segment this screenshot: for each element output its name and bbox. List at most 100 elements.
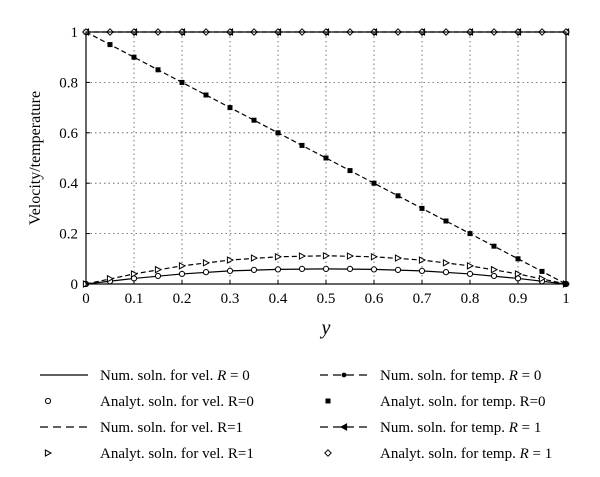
legend-label: Num. soln. for vel. R = 0 <box>100 368 250 384</box>
data-point <box>538 274 547 283</box>
legend-label: Num. soln. for temp. R = 0 <box>380 368 541 384</box>
data-point <box>346 265 354 272</box>
data-point <box>250 254 259 262</box>
x-tick-label: 1 <box>562 291 570 307</box>
legend-label: Num. soln. for vel. R=1 <box>100 420 243 436</box>
data-point <box>418 256 427 264</box>
legend-entry: Num. soln. for temp. R = 0 <box>320 368 541 384</box>
series-3 <box>82 251 571 288</box>
data-point <box>491 243 497 249</box>
data-point <box>490 272 498 280</box>
ticks: 0 0.1 0.2 0.3 0.4 0.5 0.6 0.7 0.8 0.9 1 0 0.2 0.4 0.6 0… <box>59 25 570 307</box>
data-point <box>131 54 137 60</box>
data-point <box>107 42 113 48</box>
x-axis-label: y <box>320 317 331 339</box>
legend-label-text: Analyt. soln. for temp. R=0 <box>380 394 546 410</box>
legend-entry: Analyt. soln. for vel. R=0 <box>44 394 254 410</box>
data-point <box>347 168 353 174</box>
series-5 <box>83 29 569 287</box>
data-point <box>178 270 186 278</box>
y-axis-label: Velocity/temperature <box>27 91 44 225</box>
data-point <box>539 268 545 274</box>
legend-entry: Num. soln. for vel. R = 0 <box>40 368 250 384</box>
data-point <box>395 193 401 199</box>
data-point <box>155 67 161 73</box>
data-point <box>370 266 378 273</box>
legend-label-text: Num. soln. for vel. R=1 <box>100 420 243 436</box>
data-point <box>514 270 523 278</box>
data-point <box>274 252 283 261</box>
x-tick-label: 0.2 <box>173 291 192 307</box>
legend-label-text: Num. soln. for temp. <box>380 368 509 384</box>
data-point <box>179 79 185 85</box>
x-tick-label: 0.4 <box>269 291 288 307</box>
data-point <box>466 262 475 270</box>
data-point <box>467 231 473 237</box>
data-point <box>299 142 305 148</box>
data-point <box>419 205 425 211</box>
data-point <box>418 267 426 274</box>
y-tick-label: 0.4 <box>59 176 78 192</box>
data-point <box>226 267 234 274</box>
data-point <box>442 258 451 267</box>
legend: Num. soln. for vel. R = 0 Num. soln. for … <box>40 368 552 462</box>
series-line <box>85 31 567 285</box>
y-tick-label: 1 <box>71 25 79 41</box>
data-point <box>274 266 282 273</box>
legend-entry: Num. soln. for vel. R=1 <box>40 420 243 436</box>
data-point <box>154 272 162 280</box>
data-point <box>442 269 450 276</box>
y-tick-label: 0 <box>71 277 79 293</box>
data-point <box>251 117 257 123</box>
x-tick-label: 0.7 <box>413 291 432 307</box>
x-tick-label: 0.5 <box>317 291 336 307</box>
data-point <box>322 265 330 272</box>
legend-label-suffix: = 0 <box>226 368 249 384</box>
data-point <box>346 252 355 260</box>
legend-label-italic: R <box>519 446 529 462</box>
legend-label: Analyt. soln. for temp. R = 1 <box>380 446 552 462</box>
data-point <box>394 254 403 262</box>
legend-label-italic: R <box>508 368 518 384</box>
data-point <box>106 274 115 283</box>
legend-label-text: Num. soln. for temp. <box>380 420 509 436</box>
legend-entry: Analyt. soln. for temp. R = 1 <box>324 446 552 462</box>
legend-label-italic: R <box>216 368 226 384</box>
data-point <box>322 251 331 260</box>
legend-label-suffix: = 1 <box>529 446 552 462</box>
x-tick-label: 0.6 <box>365 291 384 307</box>
data-point <box>323 155 329 161</box>
data-point <box>130 270 139 278</box>
data-point <box>154 265 163 274</box>
data-point <box>202 269 210 276</box>
legend-label: Analyt. soln. for vel. R=0 <box>100 394 254 410</box>
legend-label: Analyt. soln. for temp. R=0 <box>380 394 546 410</box>
legend-entry: Analyt. soln. for vel. R=1 <box>44 446 254 462</box>
x-tick-label: 0.9 <box>509 291 528 307</box>
x-tick-label: 0.8 <box>461 291 480 307</box>
y-tick-label: 0.2 <box>59 227 78 243</box>
y-tick-label: 0.8 <box>59 75 78 91</box>
legend-label-text: Analyt. soln. for vel. R=0 <box>100 394 254 410</box>
x-tick-label: 0.3 <box>221 291 240 307</box>
data-point <box>394 266 402 273</box>
data-point <box>490 265 499 274</box>
data-point <box>203 92 209 98</box>
x-tick-label: 0 <box>82 291 90 307</box>
legend-marker <box>341 372 347 378</box>
data-point <box>298 265 306 272</box>
data-point <box>443 218 449 224</box>
data-point <box>275 130 281 136</box>
legend-symbol <box>44 449 53 457</box>
data-point <box>466 270 474 278</box>
x-tick-label: 0.1 <box>125 291 144 307</box>
legend-symbol <box>324 449 332 457</box>
legend-entry: Analyt. soln. for temp. R=0 <box>325 394 546 410</box>
data-point <box>202 258 211 267</box>
legend-label-text: Num. soln. for vel. <box>100 368 217 384</box>
data-point <box>250 266 258 273</box>
data-point <box>371 180 377 186</box>
legend-marker <box>339 423 348 431</box>
legend-label-text: Analyt. soln. for temp. <box>380 446 520 462</box>
